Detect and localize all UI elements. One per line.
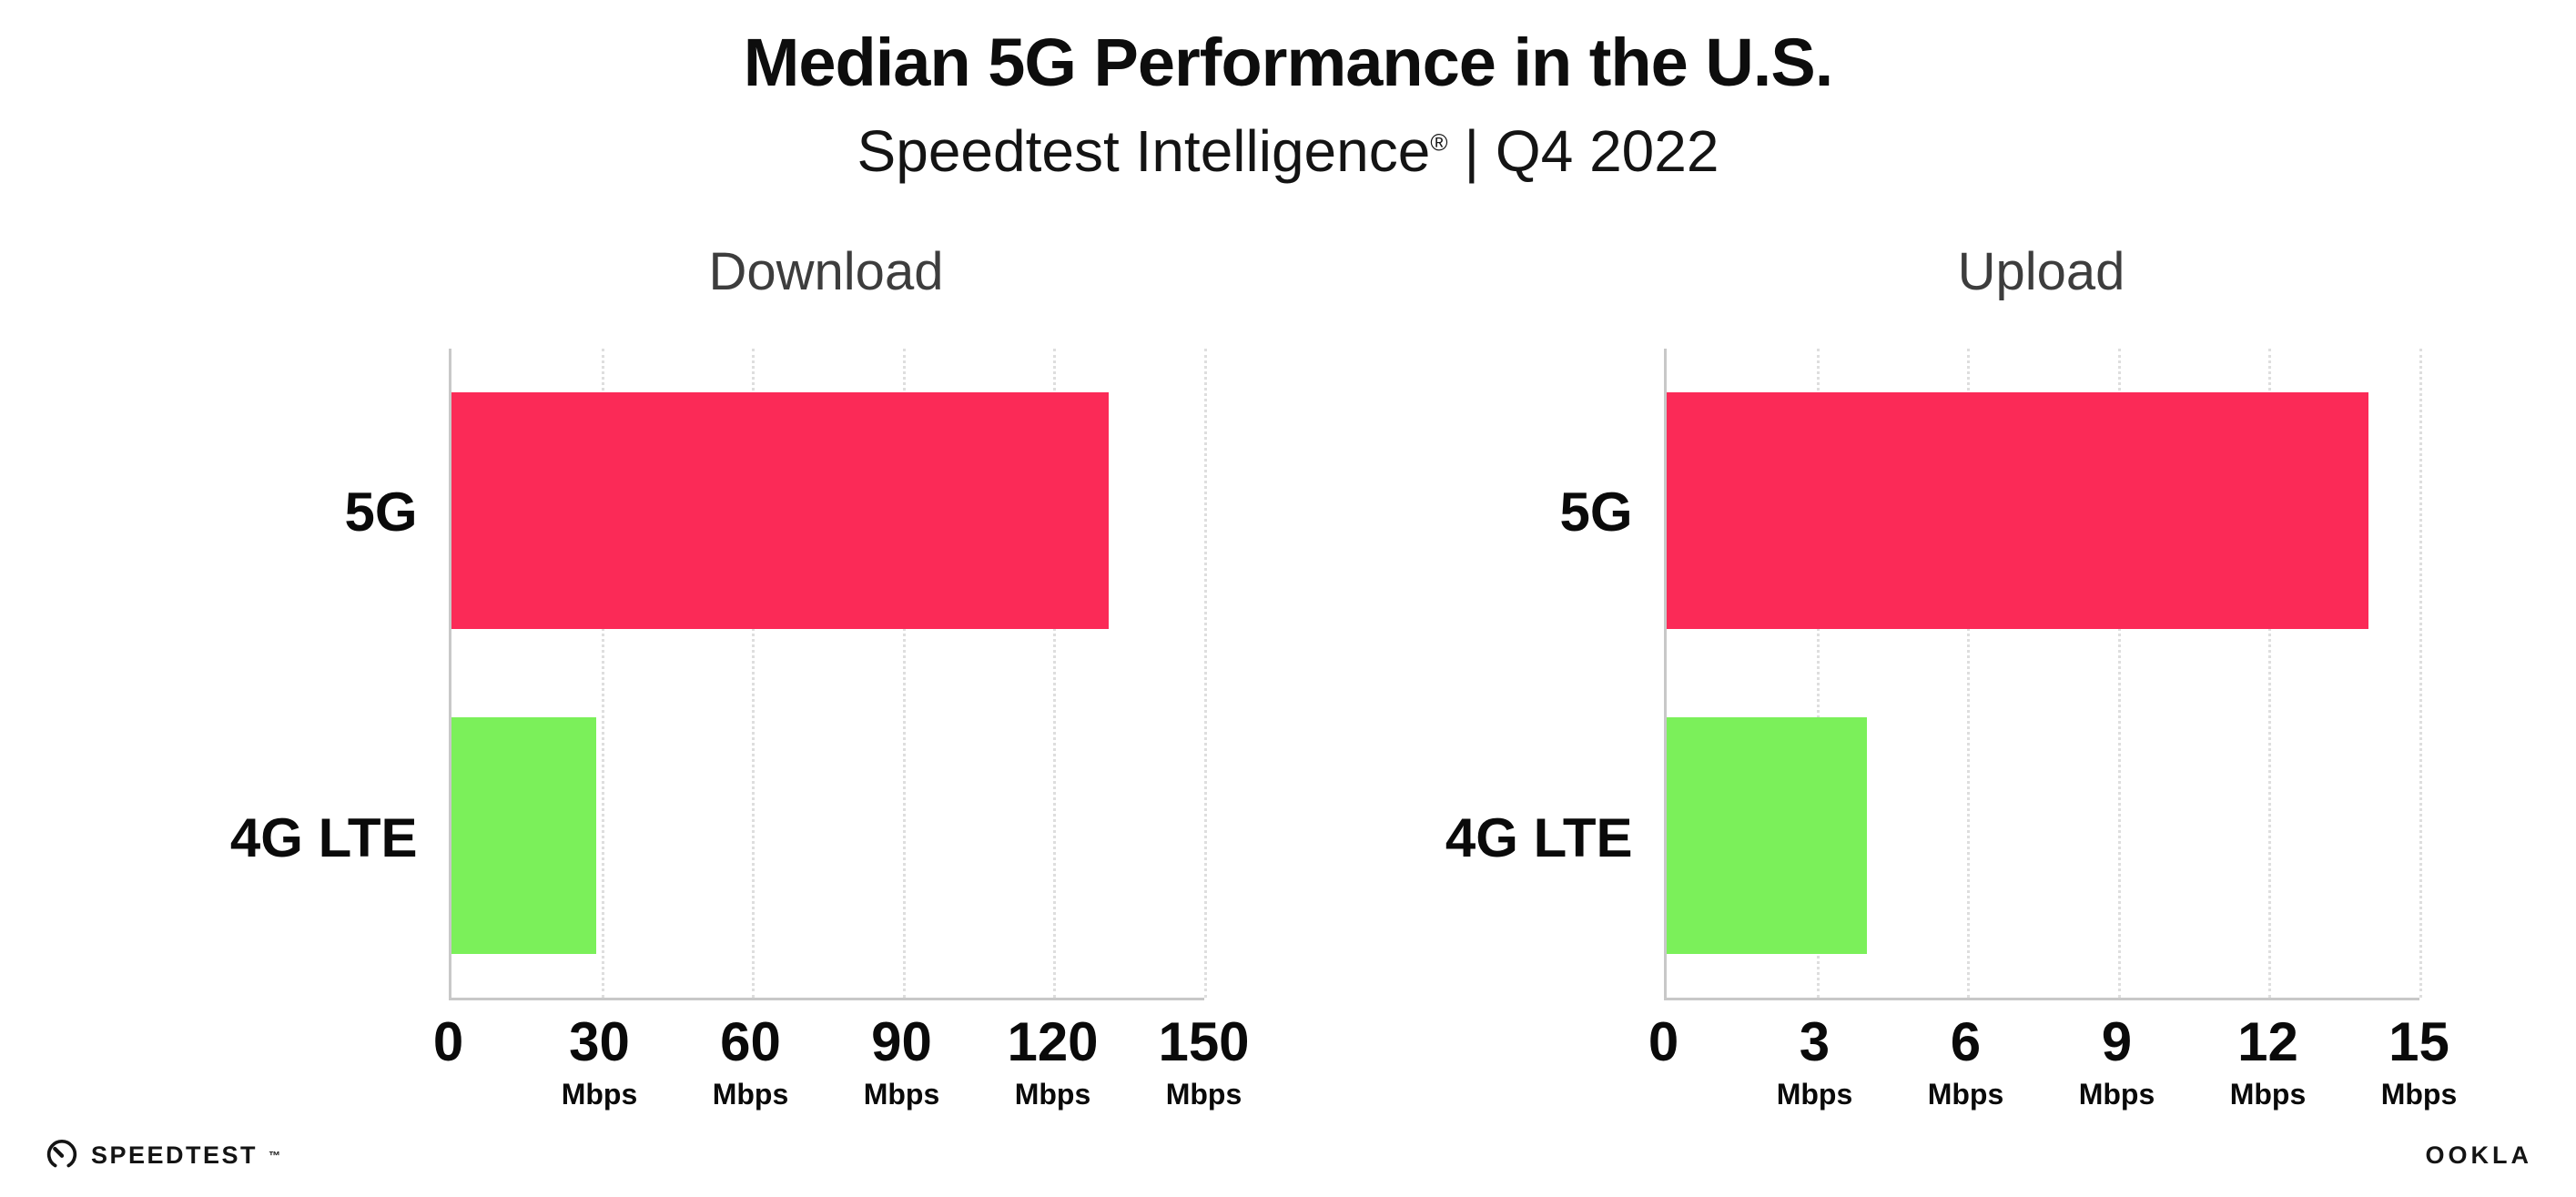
- x-tick-value: 3: [1799, 1011, 1831, 1072]
- x-tick-unit: Mbps: [863, 1078, 940, 1111]
- x-tick-value: 15: [2388, 1011, 2449, 1072]
- x-tick-unit: Mbps: [561, 1078, 638, 1111]
- category-label-4g-lte: 4G LTE: [1445, 806, 1633, 868]
- speedtest-wordmark: SPEEDTEST: [91, 1141, 259, 1169]
- bar-5g-upload: [1666, 392, 2369, 630]
- x-tick-unit: Mbps: [1165, 1078, 1242, 1111]
- speedtest-logo: SPEEDTEST ™: [44, 1137, 280, 1173]
- x-tick-unit: Mbps: [1927, 1078, 2004, 1111]
- footer: SPEEDTEST ™ OOKLA: [44, 1137, 2532, 1173]
- x-tick-unit: Mbps: [2229, 1078, 2307, 1111]
- category-labels: 5G 4G LTE: [157, 349, 449, 1000]
- x-tick: 3 Mbps: [1777, 1013, 1853, 1111]
- ookla-logo: OOKLA: [2425, 1141, 2532, 1169]
- gridline: [2268, 349, 2272, 998]
- plot-area: [1663, 349, 2422, 1000]
- x-tick-unit: Mbps: [1014, 1078, 1091, 1111]
- chart-title: Upload: [1957, 242, 2125, 301]
- x-tick: 15 Mbps: [2381, 1013, 2458, 1111]
- bar-row: [1666, 349, 2419, 674]
- upload-chart: Upload 5G 4G LTE 0 3 Mbps 6 Mbps 9 Mbps 12 Mbps 15…: [1373, 241, 2457, 1169]
- category-label-5g: 5G: [344, 481, 418, 543]
- gridline: [1816, 349, 1820, 998]
- x-tick-value: 0: [432, 1011, 464, 1072]
- x-tick-unit: Mbps: [1776, 1078, 1853, 1111]
- bar-row: [451, 349, 1204, 674]
- x-tick-value: 150: [1158, 1011, 1250, 1072]
- chart-title: Download: [708, 242, 944, 301]
- x-tick-value: 90: [871, 1011, 932, 1072]
- category-label-5g: 5G: [1559, 481, 1633, 543]
- gridline: [1203, 349, 1207, 998]
- x-tick-value: 12: [2237, 1011, 2298, 1072]
- x-tick: 6 Mbps: [1928, 1013, 2004, 1111]
- gridline: [902, 349, 906, 998]
- bar-4g-lte-download: [451, 716, 597, 954]
- gridline: [601, 349, 604, 998]
- bar-row: [451, 674, 1204, 999]
- x-tick: 0: [433, 1013, 463, 1070]
- x-tick-value: 6: [1950, 1011, 1982, 1072]
- x-tick: 90 Mbps: [864, 1013, 940, 1111]
- gridline: [1053, 349, 1057, 998]
- trademark-mark: ™: [269, 1148, 281, 1162]
- x-tick: 9 Mbps: [2079, 1013, 2155, 1111]
- gridline: [2419, 349, 2422, 998]
- x-axis: 0 3 Mbps 6 Mbps 9 Mbps 12 Mbps 15 Mbps: [1648, 1000, 2457, 1169]
- x-tick: 30 Mbps: [562, 1013, 638, 1111]
- category-label-4g-lte: 4G LTE: [229, 806, 418, 868]
- x-tick-value: 0: [1648, 1011, 1679, 1072]
- download-chart: Download 5G 4G LTE 0 30 Mbps 60 Mbps 90 Mbps 120…: [157, 241, 1250, 1169]
- gridline: [2117, 349, 2121, 998]
- bar-row: [1666, 674, 2419, 999]
- x-tick-unit: Mbps: [712, 1078, 789, 1111]
- registered-mark: ®: [1430, 128, 1448, 157]
- plot-area: [448, 349, 1207, 1000]
- page-subtitle: Speedtest Intelligence® | Q4 2022: [0, 117, 2576, 185]
- speedtest-gauge-icon: [46, 1140, 77, 1168]
- x-tick: 12 Mbps: [2230, 1013, 2307, 1111]
- x-tick-value: 60: [720, 1011, 781, 1072]
- charts-row: Download 5G 4G LTE 0 30 Mbps 60 Mbps 90 Mbps 120…: [0, 241, 2576, 1169]
- x-axis: 0 30 Mbps 60 Mbps 90 Mbps 120 Mbps 150 Mbps: [433, 1000, 1250, 1169]
- bar-5g-download: [451, 392, 1109, 630]
- x-tick-value: 30: [569, 1011, 630, 1072]
- bar-4g-lte-upload: [1666, 716, 1868, 954]
- gridline: [752, 349, 756, 998]
- x-tick: 150 Mbps: [1158, 1013, 1249, 1111]
- x-tick: 120 Mbps: [1007, 1013, 1098, 1111]
- category-labels: 5G 4G LTE: [1373, 349, 1664, 1000]
- x-tick: 0: [1648, 1013, 1678, 1070]
- subtitle-period: | Q4 2022: [1464, 118, 1719, 184]
- x-tick-value: 120: [1007, 1011, 1099, 1072]
- x-tick-unit: Mbps: [2078, 1078, 2155, 1111]
- x-tick: 60 Mbps: [713, 1013, 789, 1111]
- gridline: [1967, 349, 1971, 998]
- page-title: Median 5G Performance in the U.S.: [743, 25, 1834, 100]
- subtitle-brand: Speedtest Intelligence: [857, 118, 1431, 184]
- x-tick-unit: Mbps: [2380, 1078, 2458, 1111]
- header: Median 5G Performance in the U.S. Speedt…: [0, 0, 2576, 185]
- x-tick-value: 9: [2101, 1011, 2133, 1072]
